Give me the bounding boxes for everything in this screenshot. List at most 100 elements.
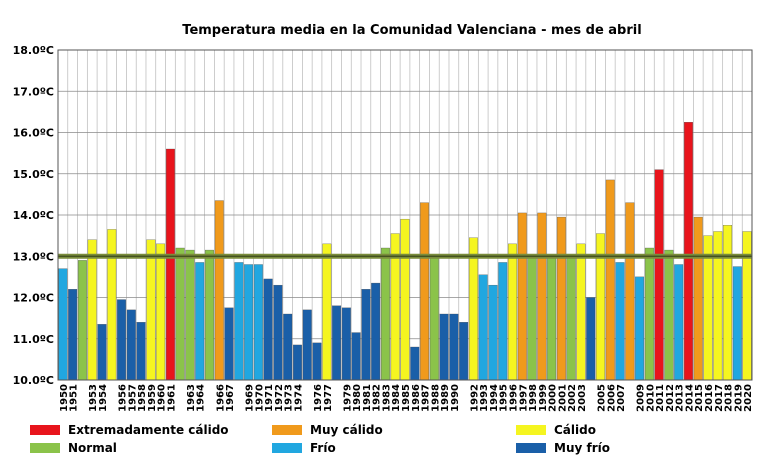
bar-1994	[488, 284, 498, 381]
legend-item-normal: Normal	[30, 440, 117, 456]
x-tick-label: 1995	[499, 384, 510, 412]
bar-1992	[468, 237, 478, 381]
legend-label: Muy cálido	[310, 423, 383, 437]
y-tick-label: 11.0ºC	[13, 333, 54, 346]
bar-2015	[693, 216, 703, 381]
bar-1969	[244, 264, 254, 381]
x-tick-label: 1977	[323, 384, 334, 412]
bar-1997	[517, 212, 527, 381]
bar-1950	[58, 268, 68, 381]
bar-2013	[674, 264, 684, 381]
bar-2001	[556, 216, 566, 381]
x-tick-label: 1992	[469, 384, 480, 412]
x-tick-label: 2003	[577, 384, 588, 412]
bar-1968	[234, 262, 244, 381]
bar-1980	[351, 332, 361, 381]
bar-1951	[68, 289, 78, 381]
x-tick-label: 1996	[509, 384, 520, 412]
y-tick-label: 15.0ºC	[13, 168, 54, 181]
legend-swatch	[516, 443, 546, 453]
x-tick-label: 1980	[352, 384, 363, 412]
bar-2014	[684, 122, 693, 381]
x-tick-label: 1953	[88, 384, 99, 412]
bar-2011	[654, 169, 664, 381]
bar-1955	[107, 229, 117, 381]
bar-1962	[175, 247, 185, 381]
x-tick-label: 2013	[675, 384, 686, 412]
x-tick-label: 1994	[489, 384, 500, 412]
bar-1988	[429, 258, 439, 381]
x-tick-label: 1966	[215, 384, 226, 412]
x-tick-label: 2016	[704, 384, 715, 412]
legend-swatch	[30, 425, 60, 435]
bar-1999	[537, 212, 547, 381]
x-tick-label: 1970	[254, 384, 265, 412]
x-tick-label: 1972	[274, 384, 285, 412]
bar-2019	[732, 266, 742, 381]
bar-1971	[263, 278, 273, 381]
bar-1977	[322, 243, 332, 381]
x-tick-label: 2018	[724, 384, 735, 412]
x-tick-label: 2002	[567, 384, 578, 412]
y-tick-label: 10.0ºC	[13, 374, 54, 387]
x-tick-label: 1960	[157, 384, 168, 412]
bar-2000	[547, 254, 557, 381]
x-tick-label: 1961	[166, 384, 177, 412]
x-tick-label: 1990	[450, 384, 461, 412]
chart-title: Temperatura media en la Comunidad Valenc…	[182, 23, 641, 38]
bar-2002	[566, 256, 576, 381]
x-tick-label: 2014	[684, 384, 695, 412]
x-tick-label: 2010	[645, 384, 656, 412]
y-tick-label: 16.0ºC	[13, 127, 54, 140]
x-tick-label: 1964	[196, 384, 207, 412]
bar-1963	[185, 249, 195, 381]
legend-label: Muy frío	[554, 441, 610, 455]
bar-1967	[224, 307, 234, 381]
x-tick-label: 2012	[665, 384, 676, 412]
bar-1995	[498, 262, 508, 381]
x-tick-label: 1967	[225, 384, 236, 412]
plot-frame	[57, 49, 753, 381]
bar-1987	[420, 202, 429, 381]
x-tick-label: 2000	[548, 384, 559, 412]
x-tick-label: 1956	[118, 384, 129, 412]
x-tick-label: 2005	[596, 384, 607, 412]
bar-1973	[283, 313, 293, 381]
bar-1970	[253, 264, 263, 381]
bar-1954	[97, 324, 107, 381]
bar-2018	[723, 225, 733, 381]
bar-2004	[586, 297, 596, 381]
legend: Extremadamente cálido Muy cálido Cálido Nor…	[0, 420, 768, 468]
legend-item-muy_frio: Muy frío	[516, 440, 610, 456]
bar-1990	[449, 313, 459, 381]
legend-item-frio: Frío	[272, 440, 336, 456]
y-tick-label: 13.0ºC	[13, 250, 54, 263]
bar-1959	[146, 239, 156, 381]
y-tick-label: 12.0ºC	[13, 292, 54, 305]
bar-1986	[410, 346, 420, 381]
legend-swatch	[516, 425, 546, 435]
bar-2008	[625, 202, 635, 381]
y-tick-label: 17.0ºC	[13, 85, 54, 98]
x-tick-label: 1973	[284, 384, 295, 412]
x-tick-label: 1974	[293, 384, 304, 412]
legend-swatch	[30, 443, 60, 453]
x-tick-label: 1984	[391, 384, 402, 412]
x-tick-label: 1957	[127, 384, 138, 412]
x-tick-label: 1987	[421, 384, 432, 412]
x-tick-label: 1999	[538, 384, 549, 412]
bar-1975	[302, 309, 312, 381]
legend-item-extremo: Extremadamente cálido	[30, 422, 229, 438]
legend-swatch	[272, 425, 302, 435]
x-tick-label: 2007	[616, 384, 627, 412]
x-tick-label: 1988	[430, 384, 441, 412]
x-tick-label: 1951	[69, 384, 80, 412]
bar-1978	[332, 305, 342, 381]
x-tick-label: 1963	[186, 384, 197, 412]
bar-2003	[576, 243, 586, 381]
bar-2006	[605, 179, 615, 381]
x-tick-label: 2019	[733, 384, 744, 412]
bar-2012	[664, 249, 674, 381]
bar-1985	[400, 218, 410, 381]
